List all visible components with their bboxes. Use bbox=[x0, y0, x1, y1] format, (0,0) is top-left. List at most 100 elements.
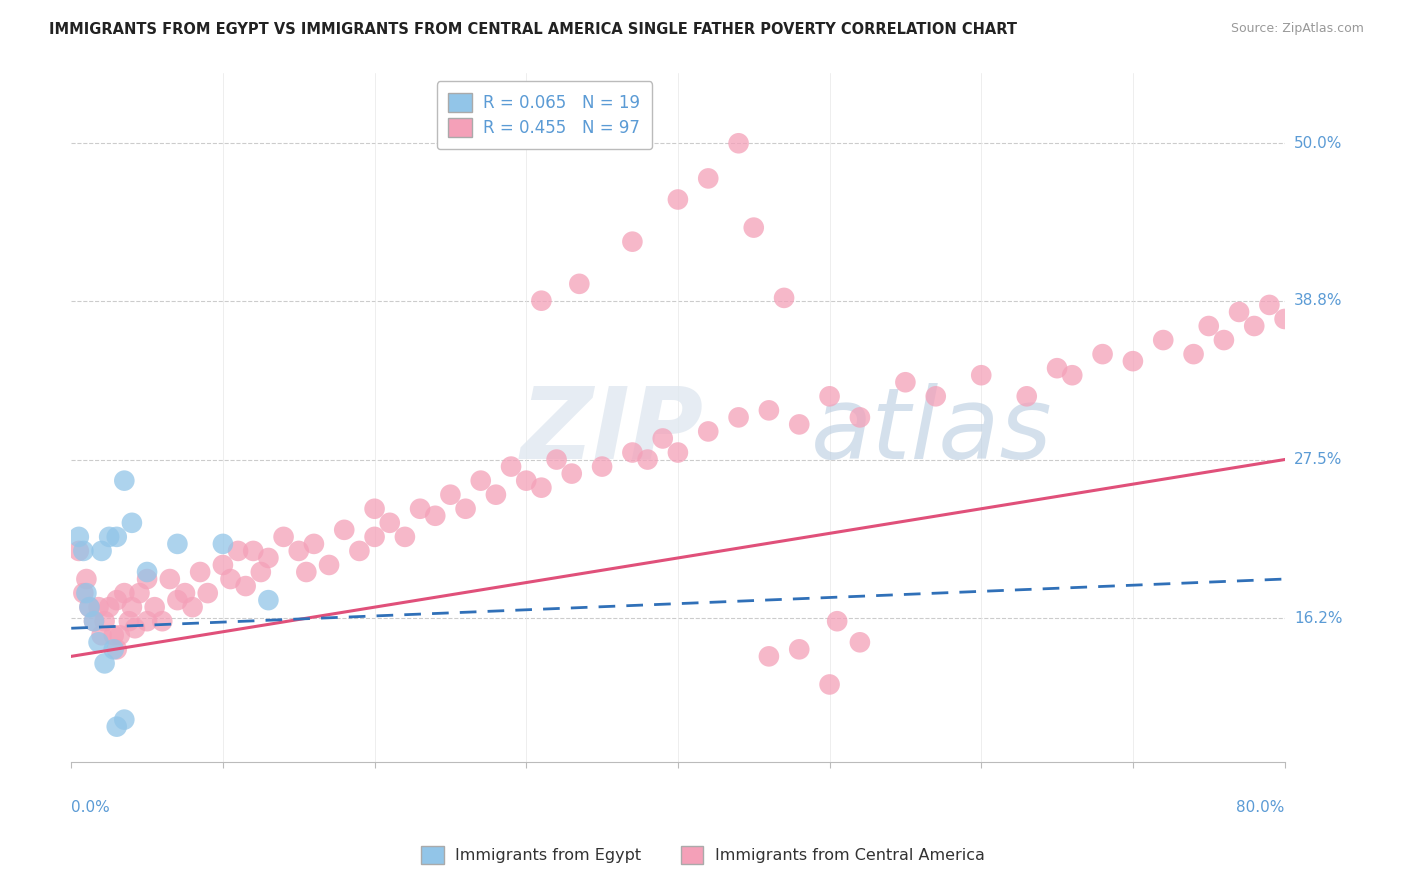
Point bbox=[787, 642, 810, 657]
Legend: R = 0.065   N = 19, R = 0.455   N = 97: R = 0.065 N = 19, R = 0.455 N = 97 bbox=[437, 81, 652, 149]
Point bbox=[546, 452, 568, 467]
Point bbox=[499, 459, 522, 474]
Point bbox=[136, 614, 159, 628]
Text: Source: ZipAtlas.com: Source: ZipAtlas.com bbox=[1230, 22, 1364, 36]
Point bbox=[1212, 333, 1234, 347]
Point bbox=[1182, 347, 1205, 361]
Point bbox=[787, 417, 810, 432]
Point bbox=[174, 586, 197, 600]
Point bbox=[1122, 354, 1144, 368]
Point bbox=[226, 544, 249, 558]
Point bbox=[825, 614, 848, 628]
Point bbox=[1274, 312, 1296, 326]
Point bbox=[87, 635, 110, 649]
Point bbox=[105, 642, 128, 657]
Point bbox=[83, 614, 105, 628]
Point bbox=[425, 508, 447, 523]
Point bbox=[75, 586, 97, 600]
Text: 80.0%: 80.0% bbox=[1236, 799, 1285, 814]
Point bbox=[93, 657, 115, 671]
Point bbox=[75, 572, 97, 586]
Point bbox=[530, 481, 553, 495]
Point bbox=[105, 530, 128, 544]
Point bbox=[378, 516, 401, 530]
Point bbox=[637, 452, 659, 467]
Point bbox=[121, 516, 143, 530]
Point bbox=[273, 530, 295, 544]
Point bbox=[485, 488, 508, 502]
Point bbox=[121, 600, 143, 615]
Point bbox=[666, 193, 689, 207]
Point bbox=[83, 614, 105, 628]
Point bbox=[530, 293, 553, 308]
Point bbox=[79, 600, 101, 615]
Point bbox=[925, 389, 948, 403]
Point bbox=[742, 220, 765, 235]
Point bbox=[90, 628, 112, 642]
Point bbox=[591, 459, 613, 474]
Point bbox=[67, 544, 90, 558]
Point bbox=[250, 565, 273, 579]
Point bbox=[98, 600, 121, 615]
Point bbox=[235, 579, 257, 593]
Y-axis label: Single Father Poverty: Single Father Poverty bbox=[0, 343, 7, 491]
Point bbox=[118, 614, 141, 628]
Point bbox=[105, 720, 128, 734]
Point bbox=[727, 410, 749, 425]
Point bbox=[333, 523, 356, 537]
Point bbox=[758, 403, 780, 417]
Point bbox=[1046, 361, 1069, 376]
Point bbox=[257, 551, 280, 566]
Point bbox=[103, 642, 125, 657]
Point bbox=[181, 600, 204, 615]
Text: 27.5%: 27.5% bbox=[1295, 452, 1343, 467]
Point bbox=[773, 291, 796, 305]
Point bbox=[67, 530, 90, 544]
Point bbox=[568, 277, 591, 291]
Point bbox=[515, 474, 537, 488]
Point bbox=[697, 425, 720, 439]
Point bbox=[143, 600, 166, 615]
Point bbox=[128, 586, 150, 600]
Point bbox=[818, 677, 841, 691]
Point bbox=[349, 544, 371, 558]
Point bbox=[621, 235, 644, 249]
Text: 38.8%: 38.8% bbox=[1295, 293, 1343, 309]
Point bbox=[166, 593, 188, 607]
Point bbox=[93, 614, 115, 628]
Point bbox=[849, 410, 872, 425]
Point bbox=[112, 586, 135, 600]
Point bbox=[758, 649, 780, 664]
Text: 0.0%: 0.0% bbox=[72, 799, 110, 814]
Point bbox=[257, 593, 280, 607]
Point bbox=[1243, 318, 1265, 333]
Text: ZIP: ZIP bbox=[520, 383, 703, 480]
Point bbox=[439, 488, 461, 502]
Point bbox=[295, 565, 318, 579]
Point bbox=[108, 628, 131, 642]
Point bbox=[697, 171, 720, 186]
Point bbox=[363, 501, 385, 516]
Point bbox=[136, 572, 159, 586]
Point bbox=[87, 600, 110, 615]
Point bbox=[188, 565, 211, 579]
Point bbox=[242, 544, 264, 558]
Point bbox=[621, 445, 644, 459]
Point bbox=[561, 467, 583, 481]
Point bbox=[651, 432, 673, 446]
Point bbox=[666, 445, 689, 459]
Point bbox=[1062, 368, 1084, 383]
Point bbox=[72, 586, 94, 600]
Point bbox=[105, 593, 128, 607]
Point bbox=[124, 621, 146, 635]
Point bbox=[409, 501, 432, 516]
Point bbox=[394, 530, 416, 544]
Point bbox=[212, 558, 235, 572]
Text: atlas: atlas bbox=[811, 383, 1053, 480]
Point bbox=[112, 713, 135, 727]
Point bbox=[970, 368, 993, 383]
Point bbox=[470, 474, 492, 488]
Point bbox=[1227, 305, 1250, 319]
Point bbox=[103, 628, 125, 642]
Text: IMMIGRANTS FROM EGYPT VS IMMIGRANTS FROM CENTRAL AMERICA SINGLE FATHER POVERTY C: IMMIGRANTS FROM EGYPT VS IMMIGRANTS FROM… bbox=[49, 22, 1017, 37]
